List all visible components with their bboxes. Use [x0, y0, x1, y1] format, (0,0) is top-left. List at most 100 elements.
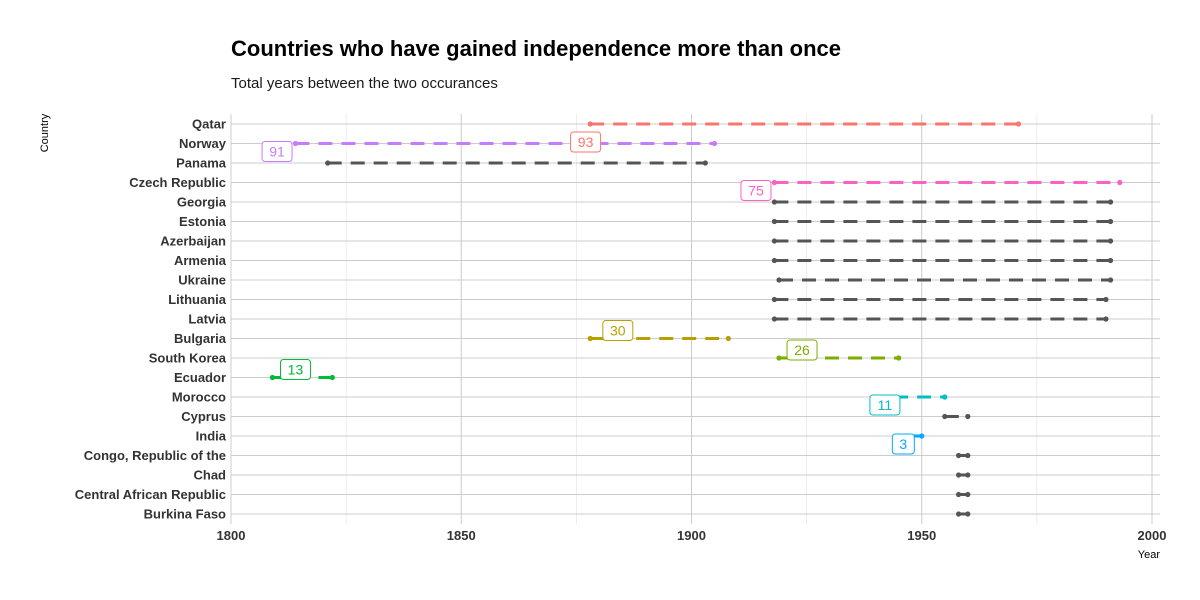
country-segment: [955, 452, 971, 459]
gap-label-text: 30: [610, 323, 626, 339]
gap-label-box: [869, 394, 901, 416]
chart-subtitle: Total years between the two occurances: [231, 75, 498, 92]
second-independence-point: [711, 140, 718, 147]
first-independence-point: [771, 296, 777, 303]
country-label: Latvia: [188, 312, 226, 327]
country-label: Central African Republic: [75, 487, 226, 502]
country-label: South Korea: [149, 351, 227, 366]
gap-label: 11: [869, 394, 901, 416]
country-segment: [771, 257, 1114, 264]
year-tick-label: 1800: [217, 528, 246, 543]
gap-label-text: 75: [748, 183, 764, 199]
second-independence-point: [1117, 179, 1123, 186]
country-label: Czech Republic: [129, 175, 226, 190]
second-independence-point: [1103, 296, 1109, 303]
country-label: Ukraine: [178, 273, 226, 288]
gap-label: 75: [740, 180, 772, 201]
gap-label: 93: [570, 131, 602, 153]
second-independence-point: [942, 394, 948, 400]
second-independence-point: [965, 413, 971, 420]
first-independence-point: [776, 277, 782, 283]
year-tick-label: 1900: [677, 528, 706, 543]
country-label: Cyprus: [181, 409, 226, 424]
country-segment: [955, 491, 971, 498]
gap-label-text: 13: [288, 362, 304, 378]
country-segment: [771, 179, 1123, 186]
gap-label-box: [740, 180, 772, 201]
second-independence-point: [965, 452, 971, 459]
country-label: Lithuania: [168, 292, 227, 307]
gap-label-box: [570, 131, 602, 153]
y-axis-title: Country: [39, 113, 51, 152]
country-label: India: [196, 429, 227, 444]
gap-label-box: [261, 141, 293, 162]
country-segment: [955, 511, 971, 517]
country-segment: [771, 199, 1114, 205]
country-segment: [771, 316, 1109, 322]
second-independence-point: [896, 355, 902, 361]
first-independence-point: [955, 491, 962, 498]
first-independence-point: [269, 374, 276, 381]
second-independence-point: [965, 511, 971, 517]
country-label: Congo, Republic of the: [84, 448, 226, 463]
gap-label-text: 26: [794, 342, 810, 358]
second-independence-point: [965, 491, 971, 498]
first-independence-point: [292, 140, 299, 147]
first-independence-point: [771, 218, 777, 225]
country-label: Morocco: [172, 390, 226, 405]
second-independence-point: [725, 335, 731, 342]
year-axis-ticks: 1800 1850 1900 1950 2000: [217, 528, 1167, 543]
second-independence-point: [1107, 238, 1114, 244]
second-independence-point: [965, 472, 971, 478]
first-independence-point: [955, 452, 962, 459]
country-label: Ecuador: [174, 370, 226, 385]
first-independence-point: [955, 511, 962, 517]
year-tick-label: 2000: [1138, 528, 1167, 543]
second-independence-point: [329, 374, 335, 381]
gap-label-box: [602, 320, 634, 341]
gap-label: 13: [279, 359, 311, 380]
country-label: Norway: [179, 136, 227, 151]
first-independence-point: [771, 238, 777, 244]
first-independence-point: [771, 179, 777, 186]
gap-label: 30: [602, 320, 634, 341]
country-label: Qatar: [192, 117, 226, 132]
country-segment: [776, 355, 902, 361]
country-label: Armenia: [174, 253, 227, 268]
country-segment: [771, 218, 1114, 225]
year-tick-label: 1950: [907, 528, 936, 543]
country-segment: [325, 160, 708, 166]
country-segment: [292, 140, 718, 147]
first-independence-point: [771, 199, 777, 205]
gap-label: 3: [891, 433, 915, 455]
country-label: Estonia: [179, 214, 227, 229]
country-segment: [587, 121, 1022, 127]
first-independence-point: [325, 160, 331, 166]
gap-label-box: [786, 339, 818, 361]
country-axis-labels: Qatar Norway Panama Czech Republic Georgia Es…: [75, 117, 227, 522]
country-segment: [955, 472, 971, 478]
first-independence-point: [955, 472, 962, 478]
second-independence-point: [1015, 121, 1022, 127]
second-independence-point: [702, 160, 708, 166]
country-label: Bulgaria: [174, 331, 227, 346]
gap-label-text: 93: [578, 134, 594, 150]
gap-label-text: 11: [878, 397, 893, 413]
second-independence-point: [1107, 277, 1114, 283]
gap-label-box: [279, 359, 311, 380]
year-tick-label: 1850: [447, 528, 476, 543]
grid-layer: [230, 114, 1160, 524]
first-independence-point: [942, 413, 948, 420]
series-segments: [269, 121, 1123, 517]
gap-label: 91: [261, 141, 293, 162]
second-independence-point: [1103, 316, 1109, 322]
country-label: Panama: [176, 156, 227, 171]
country-label: Georgia: [177, 195, 227, 210]
gap-annotations: 93 91 75 30 26 13 11 3: [261, 131, 915, 455]
country-label: Burkina Faso: [144, 507, 226, 522]
first-independence-point: [587, 335, 593, 342]
gap-label-text: 3: [899, 436, 907, 452]
first-independence-point: [587, 121, 593, 127]
country-label: Azerbaijan: [160, 234, 226, 249]
